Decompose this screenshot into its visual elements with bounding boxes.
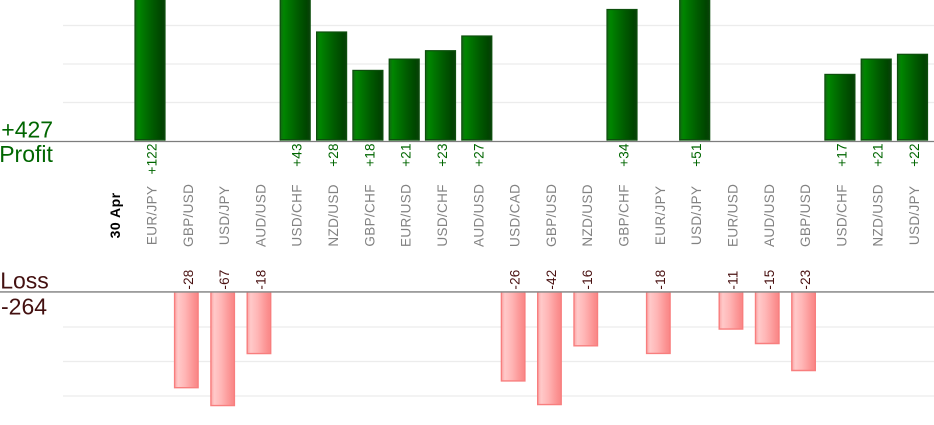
svg-text:-23: -23 — [798, 269, 813, 289]
svg-text:+17: +17 — [834, 143, 849, 167]
svg-text:+22: +22 — [907, 143, 922, 167]
svg-text:+427: +427 — [1, 117, 53, 143]
svg-text:-264: -264 — [1, 294, 47, 320]
svg-text:+34: +34 — [617, 143, 632, 167]
svg-text:GBP/USD: GBP/USD — [544, 184, 559, 247]
svg-text:+27: +27 — [471, 143, 486, 167]
svg-text:AUD/USD: AUD/USD — [762, 184, 777, 247]
svg-text:NZD/USD: NZD/USD — [871, 184, 886, 246]
svg-text:-11: -11 — [726, 270, 741, 289]
svg-text:USD/CHF: USD/CHF — [435, 184, 450, 246]
svg-text:30 Apr: 30 Apr — [107, 192, 123, 238]
svg-text:-18: -18 — [653, 269, 668, 289]
svg-text:AUD/USD: AUD/USD — [253, 184, 268, 247]
svg-text:+18: +18 — [362, 143, 377, 167]
svg-text:GBP/CHF: GBP/CHF — [617, 184, 632, 246]
svg-text:-42: -42 — [544, 269, 559, 289]
svg-text:+23: +23 — [435, 143, 450, 167]
svg-text:NZD/USD: NZD/USD — [326, 184, 341, 246]
svg-text:EUR/JPY: EUR/JPY — [145, 186, 160, 245]
svg-text:AUD/USD: AUD/USD — [471, 184, 486, 247]
svg-text:USD/CHF: USD/CHF — [290, 184, 305, 246]
svg-text:USD/CAD: USD/CAD — [508, 184, 523, 247]
svg-text:+51: +51 — [689, 143, 704, 167]
svg-text:GBP/USD: GBP/USD — [181, 184, 196, 247]
svg-text:+21: +21 — [399, 143, 414, 167]
svg-text:USD/CHF: USD/CHF — [834, 184, 849, 246]
svg-text:-18: -18 — [253, 269, 268, 289]
svg-text:USD/JPY: USD/JPY — [907, 186, 922, 245]
svg-text:EUR/USD: EUR/USD — [399, 184, 414, 247]
svg-text:GBP/USD: GBP/USD — [798, 184, 813, 247]
svg-text:+122: +122 — [145, 143, 160, 174]
svg-text:USD/JPY: USD/JPY — [217, 186, 232, 245]
svg-text:+21: +21 — [871, 143, 886, 167]
svg-text:NZD/USD: NZD/USD — [580, 184, 595, 246]
svg-text:-28: -28 — [181, 269, 196, 289]
svg-text:+28: +28 — [326, 143, 341, 167]
svg-text:USD/JPY: USD/JPY — [689, 186, 704, 245]
svg-text:Profit: Profit — [0, 141, 53, 167]
svg-text:-15: -15 — [762, 269, 777, 289]
svg-text:GBP/CHF: GBP/CHF — [362, 184, 377, 246]
svg-text:Loss: Loss — [0, 268, 49, 294]
svg-text:EUR/USD: EUR/USD — [726, 184, 741, 247]
svg-text:EUR/JPY: EUR/JPY — [653, 186, 668, 245]
svg-text:-16: -16 — [580, 269, 595, 289]
svg-text:-26: -26 — [508, 269, 523, 289]
svg-text:-67: -67 — [217, 269, 232, 289]
svg-text:+43: +43 — [290, 143, 305, 167]
